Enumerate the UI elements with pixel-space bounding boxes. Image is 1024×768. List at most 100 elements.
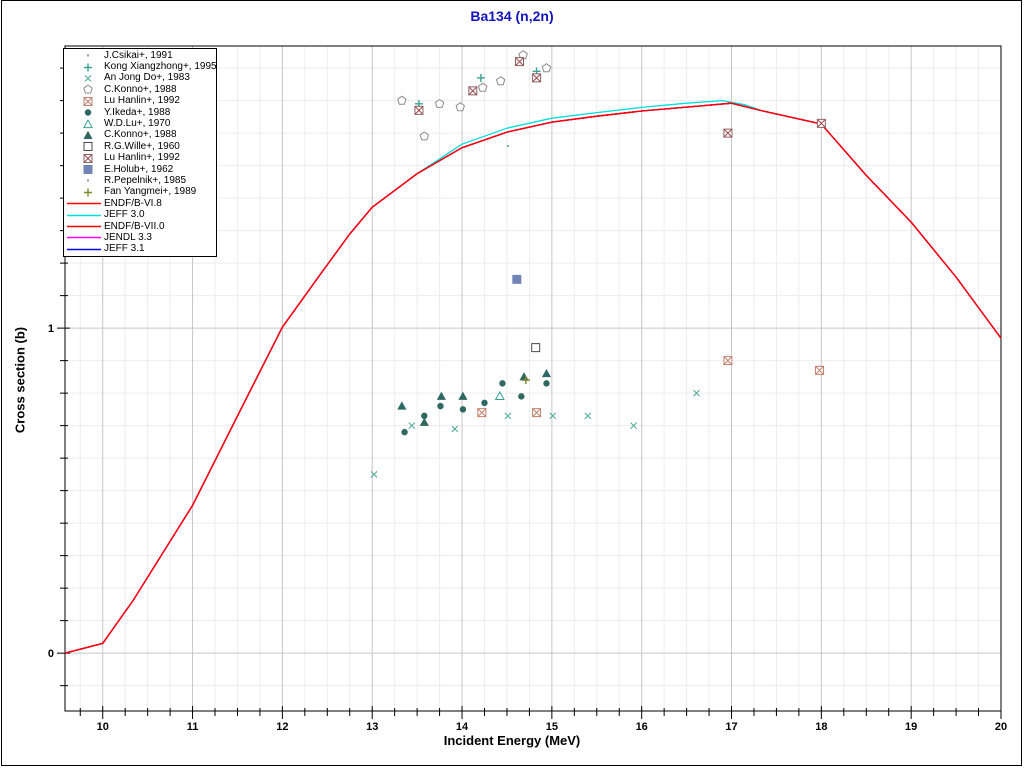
- marker-an-jong-do-1983: [630, 422, 637, 429]
- marker-lu-hanlin-1992: [723, 128, 733, 138]
- legend-marker-plus-icon: [84, 188, 92, 197]
- legend-glyph: [87, 54, 89, 57]
- legend-glyph: [83, 153, 93, 163]
- curve-jeff-3-0: [416, 99, 764, 175]
- legend-label: Lu Hanlin+, 1992: [104, 152, 180, 164]
- marker-fan-yangmei-1989: [521, 376, 530, 385]
- legend-glyph: [83, 96, 93, 106]
- marker-r-g-wille-1960: [531, 343, 541, 353]
- legend-label: Y.Ikeda+, 1988: [104, 106, 171, 118]
- marker-an-jong-do-1983: [408, 422, 416, 429]
- legend-item-endf-b-vi-8: ENDF/B-VI.8: [64, 198, 216, 209]
- marker-y-ikeda-1988: [481, 399, 488, 407]
- x-tick-label: 19: [905, 721, 917, 733]
- legend-marker-square-filled-icon: [83, 165, 93, 175]
- marker-lu-hanlin-1992: [816, 118, 826, 128]
- marker-y-ikeda-1988: [459, 406, 467, 413]
- legend-label: ENDF/B-VI.8: [104, 197, 162, 209]
- legend-item-jendl-3-3: JENDL 3.3: [64, 232, 216, 243]
- marker-c-konno-1988: [436, 391, 446, 400]
- legend-label: R.G.Wille+, 1960: [104, 140, 180, 152]
- legend-item-c-konno-1988: C.Konno+, 1988: [64, 130, 216, 141]
- x-tick-label: 15: [546, 721, 558, 733]
- curve-endf-b-vii-0: [64, 102, 1002, 654]
- legend-marker-plus-icon: [84, 63, 92, 72]
- legend-marker-square-open-icon: [83, 142, 93, 152]
- marker-c-konno-1988: [495, 76, 506, 86]
- x-tick-label: 20: [995, 721, 1007, 733]
- legend-line-swatch: [67, 214, 101, 216]
- legend-label: R.Pepelnik+, 1985: [104, 174, 187, 186]
- legend-glyph: [83, 142, 93, 152]
- x-axis-label: Incident Energy (MeV): [443, 733, 581, 748]
- legend-marker-x-icon: [84, 75, 92, 82]
- marker-an-jong-do-1983: [584, 412, 592, 420]
- legend-marker-dot-icon: [87, 179, 89, 182]
- legend-label: W.D.Lu+, 1970: [104, 118, 171, 130]
- marker-an-jong-do-1983: [693, 389, 700, 397]
- y-tick-label: 0: [48, 648, 54, 660]
- legend-glyph: [84, 188, 92, 197]
- legend-label: ENDF/B-VII.0: [104, 220, 165, 232]
- plot-frame: [64, 45, 1002, 712]
- marker-an-jong-do-1983: [504, 412, 512, 420]
- legend-glyph: [83, 84, 93, 94]
- legend-glyph: [84, 63, 92, 72]
- legend-marker-triangle-filled-icon: [83, 130, 93, 139]
- x-tick-label: 17: [725, 721, 737, 733]
- marker-c-konno-1988: [477, 82, 488, 92]
- marker-lu-hanlin-1992: [532, 73, 542, 83]
- marker-c-konno-1988: [419, 417, 429, 426]
- x-tick-label: 11: [187, 721, 199, 733]
- marker-w-d-lu-1970: [494, 390, 505, 401]
- legend-marker-pentagon-open-icon: [83, 84, 93, 94]
- marker-y-ikeda-1988: [421, 412, 428, 420]
- marker-e-holub-1962: [512, 274, 522, 284]
- x-tick-label: 16: [636, 721, 648, 733]
- marker-lu-hanlin-1992: [815, 365, 825, 375]
- legend-glyph: [82, 118, 94, 128]
- legend-item-y-ikeda-1988: Y.Ikeda+, 1988: [64, 107, 216, 118]
- legend-line-swatch: [67, 225, 101, 228]
- legend-glyph: [87, 179, 89, 182]
- marker-y-ikeda-1988: [401, 428, 408, 436]
- marker-lu-hanlin-1992: [723, 356, 733, 366]
- legend-glyph: [84, 75, 92, 82]
- legend-label: JEFF 3.1: [104, 243, 145, 255]
- x-tick-label: 18: [815, 721, 827, 733]
- marker-c-konno-1988: [434, 98, 445, 108]
- legend-item-e-holub-1962: E.Holub+, 1962: [64, 164, 216, 175]
- marker-j-csikai-1991: [506, 145, 509, 148]
- marker-c-konno-1988: [541, 63, 552, 73]
- legend-item-j-csikai-1991: J.Csikai+, 1991: [64, 50, 216, 61]
- x-tick-label: 12: [276, 721, 288, 733]
- legend-item-kong-xiangzhong-1995: Kong Xiangzhong+, 1995: [64, 61, 217, 72]
- legend: J.Csikai+, 1991 Kong Xiangzhong+, 1995 An …: [63, 48, 217, 258]
- marker-lu-hanlin-1992: [414, 105, 424, 115]
- marker-y-ikeda-1988: [518, 393, 525, 400]
- legend-line-swatch: [67, 203, 101, 205]
- legend-item-r-pepelnik-1985: R.Pepelnik+, 1985: [64, 175, 216, 186]
- marker-lu-hanlin-1992: [468, 86, 478, 96]
- marker-y-ikeda-1988: [437, 402, 444, 410]
- legend-item-jeff-3-1: JEFF 3.1: [64, 244, 216, 255]
- marker-lu-hanlin-1992: [532, 408, 542, 418]
- y-tick-label: 1: [48, 323, 54, 335]
- legend-label: Fan Yangmei+, 1989: [104, 186, 197, 198]
- legend-label: JENDL 3.3: [104, 231, 152, 243]
- marker-c-konno-1988: [458, 391, 468, 400]
- chart-title: Ba134 (n,2n): [470, 8, 554, 24]
- legend-line-swatch: [67, 248, 101, 251]
- legend-label: JEFF 3.0: [104, 209, 145, 221]
- legend-marker-triangle-open-icon: [82, 118, 94, 128]
- marker-kong-xiangzhong-1995: [476, 73, 485, 82]
- legend-marker-circle-filled-icon: [84, 109, 92, 116]
- marker-an-jong-do-1983: [370, 471, 378, 478]
- legend-label: C.Konno+, 1988: [104, 129, 177, 141]
- legend-label: Lu Hanlin+, 1992: [104, 95, 180, 107]
- legend-label: J.Csikai+, 1991: [104, 49, 173, 61]
- legend-glyph: [83, 165, 93, 175]
- marker-an-jong-do-1983: [451, 425, 459, 433]
